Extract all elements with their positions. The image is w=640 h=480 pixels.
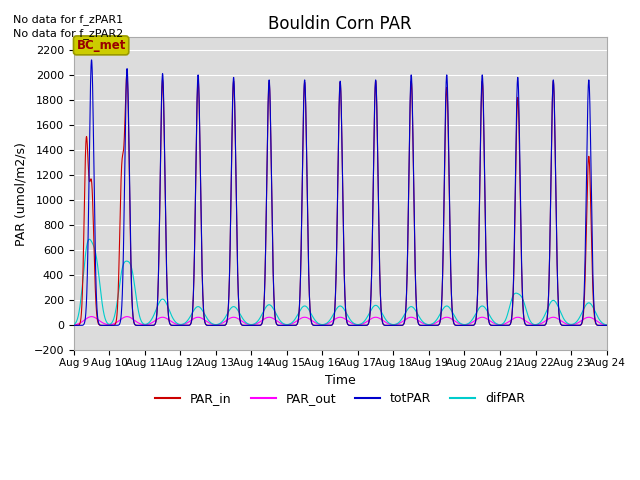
Text: No data for f_zPAR1: No data for f_zPAR1 bbox=[13, 13, 123, 24]
Legend: PAR_in, PAR_out, totPAR, difPAR: PAR_in, PAR_out, totPAR, difPAR bbox=[150, 387, 530, 410]
X-axis label: Time: Time bbox=[324, 373, 356, 386]
Text: No data for f_zPAR2: No data for f_zPAR2 bbox=[13, 28, 123, 39]
Text: BC_met: BC_met bbox=[76, 39, 126, 52]
Title: Bouldin Corn PAR: Bouldin Corn PAR bbox=[268, 15, 412, 33]
Y-axis label: PAR (umol/m2/s): PAR (umol/m2/s) bbox=[15, 142, 28, 246]
